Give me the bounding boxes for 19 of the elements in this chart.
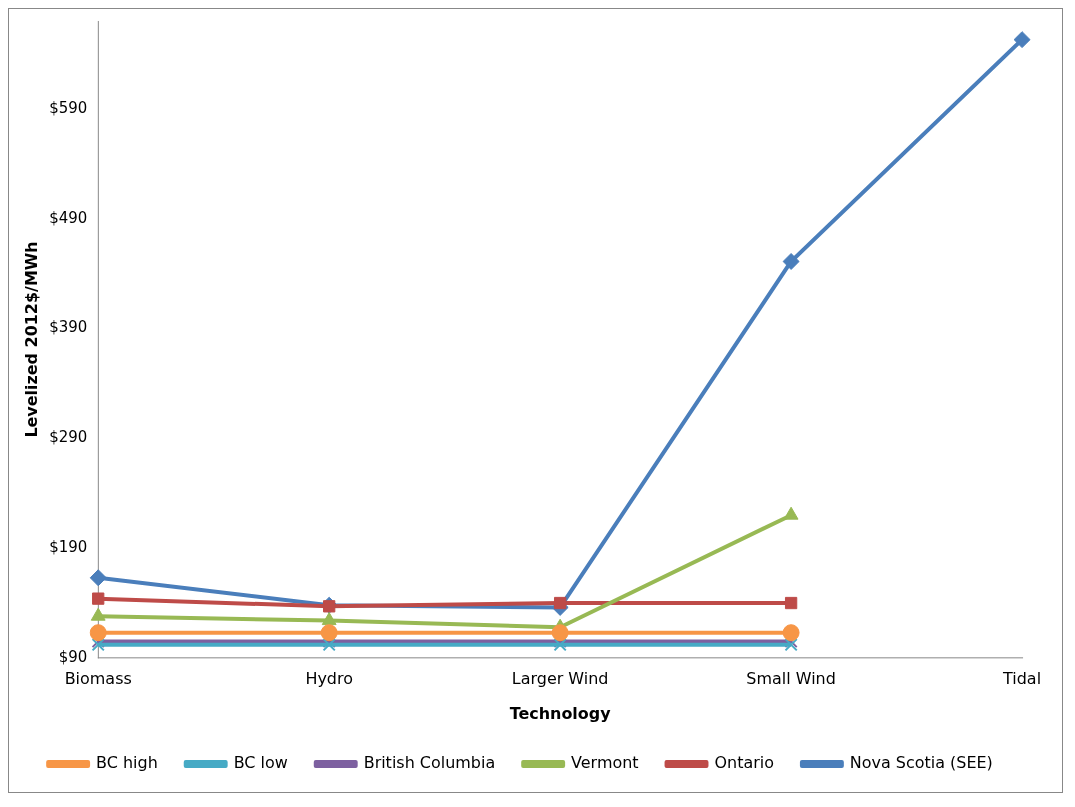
y-tick-label: $90 <box>58 647 88 666</box>
x-tick-label: Larger Wind <box>511 668 609 688</box>
x-tick-label: Small Wind <box>746 668 836 688</box>
legend-label: Vermont <box>571 753 639 773</box>
legend-label: Ontario <box>714 753 774 773</box>
x-tick-label: Tidal <box>1002 668 1042 688</box>
x-axis-title: Technology <box>509 703 612 723</box>
y-tick-label: $490 <box>49 208 88 227</box>
y-tick-label: $390 <box>49 318 88 337</box>
y-tick-label: $190 <box>49 538 88 556</box>
legend-label: British Columbia <box>363 753 496 773</box>
legend-label: Nova Scotia (SEE) <box>849 753 993 773</box>
y-tick-label: $590 <box>49 98 88 117</box>
legend-label: BC low <box>233 753 288 773</box>
y-axis-title: Levelized 2012$/MWh <box>21 241 41 438</box>
y-tick-label: $290 <box>49 428 88 447</box>
legend-label: BC high <box>96 753 158 773</box>
x-tick-label: Hydro <box>305 668 353 688</box>
x-tick-label: Biomass <box>64 668 132 688</box>
